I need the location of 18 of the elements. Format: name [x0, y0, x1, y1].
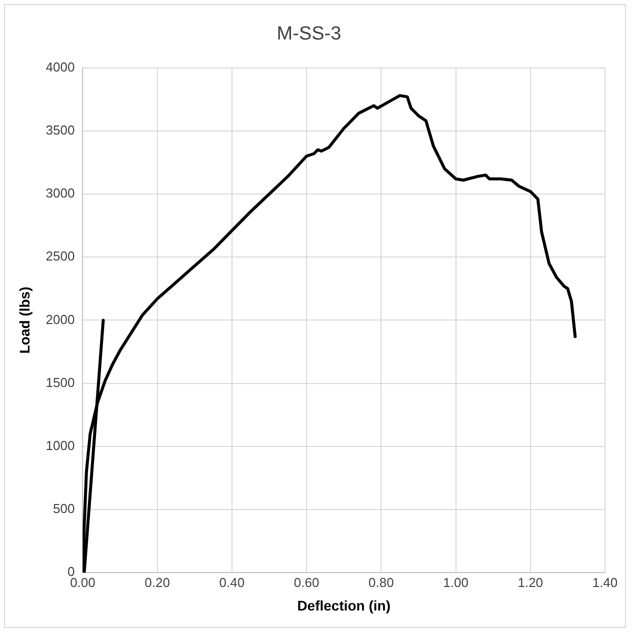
y-tick-label: 500: [53, 501, 75, 516]
y-tick-label: 1500: [46, 374, 75, 390]
x-tick-label: 0.40: [219, 574, 245, 590]
x-tick-label: 0.60: [294, 574, 320, 590]
x-axis-title: Deflection (in): [297, 597, 391, 614]
x-tick-label: 1.40: [592, 574, 618, 590]
y-axis-title: Load (lbs): [16, 286, 32, 354]
y-tick-label: 2000: [46, 312, 75, 327]
y-tick-label: 1000: [46, 438, 75, 453]
x-tick-label: 0.20: [144, 574, 170, 590]
y-tick-label: 3000: [46, 186, 75, 201]
y-tick-label: 2500: [46, 248, 75, 264]
y-tick-label: 4000: [46, 59, 75, 74]
chart-title: M-SS-3: [276, 24, 342, 45]
x-tick-label: 1.00: [443, 574, 468, 590]
x-tick-label: 0.80: [368, 574, 394, 590]
x-tick-label: 1.20: [518, 574, 544, 590]
y-tick-label: 3500: [46, 122, 75, 138]
